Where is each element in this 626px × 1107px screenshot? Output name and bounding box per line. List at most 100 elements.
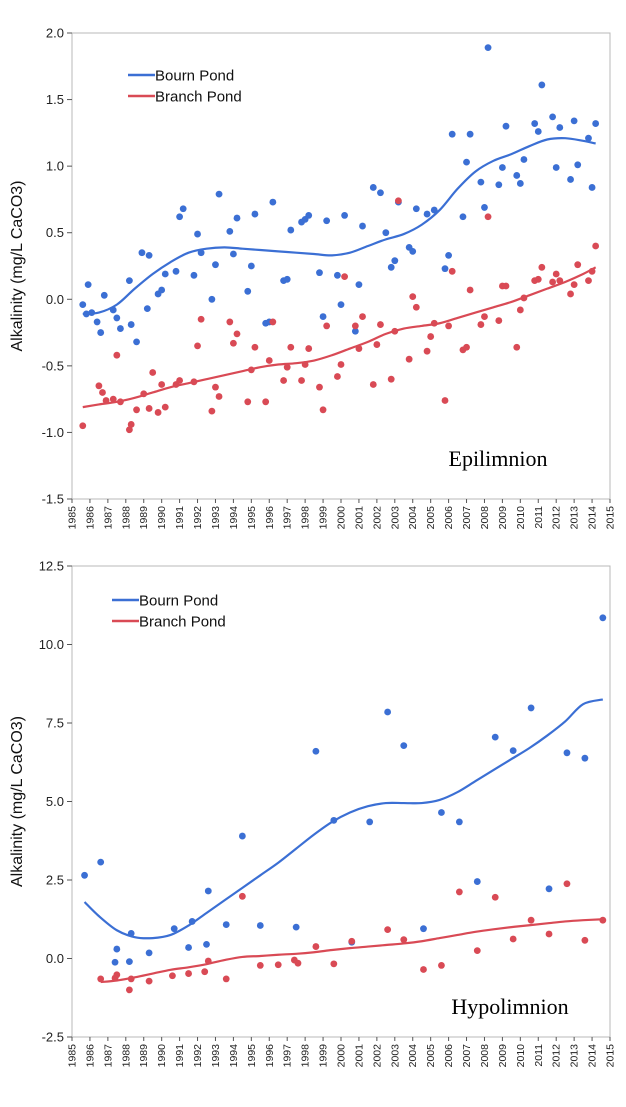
data-point-bourn-pond [287,226,295,234]
data-point-bourn-pond [244,287,252,295]
panel-label: Hypolimnion [451,994,568,1019]
x-tick-label: 1985 [67,1044,79,1068]
data-point-branch-pond [99,389,106,396]
x-tick-label: 2014 [587,1044,599,1068]
data-point-bourn-pond [534,128,542,135]
data-point-branch-pond [280,377,288,384]
data-point-bourn-pond [145,251,153,259]
data-point-branch-pond [538,263,546,271]
data-point-branch-pond [113,971,121,979]
x-tick-label: 2011 [533,1044,545,1067]
data-point-bourn-pond [133,338,140,346]
data-point-bourn-pond [208,295,216,303]
data-point-bourn-pond [97,858,105,866]
data-point-bourn-pond [445,251,452,259]
data-point-bourn-pond [491,733,499,741]
x-tick-label: 1998 [300,1044,312,1068]
trend-line-bourn-pond [83,698,604,940]
y-tick-label: 0.5 [46,225,64,240]
data-point-branch-pond [294,959,302,967]
x-tick-label: 1996 [264,506,276,530]
data-point-bourn-pond [441,265,449,273]
x-tick-label: 1994 [228,1044,240,1068]
data-point-branch-pond [455,888,463,896]
data-point-bourn-pond [400,742,408,750]
data-point-bourn-pond [113,945,121,953]
legend-label-branch-pond: Branch Pond [139,614,226,631]
data-point-bourn-pond [409,247,417,255]
x-tick-label: 2013 [569,1044,581,1068]
legend-label-branch-pond: Branch Pond [155,89,242,106]
y-tick-label: 7.5 [46,716,64,731]
x-tick-label: 1991 [174,506,186,530]
data-point-bourn-pond [495,181,503,189]
data-point-bourn-pond [212,261,219,269]
data-point-bourn-pond [563,749,571,757]
data-point-branch-pond [477,321,485,328]
x-tick-label: 2011 [533,506,545,529]
data-point-branch-pond [312,943,320,950]
data-point-bourn-pond [84,281,92,289]
data-point-branch-pond [516,306,524,314]
data-point-branch-pond [423,347,431,355]
data-point-bourn-pond [391,257,399,265]
data-point-bourn-pond [423,210,431,218]
data-point-branch-pond [574,261,582,269]
data-point-bourn-pond [127,321,135,328]
x-tick-label: 1988 [120,1044,132,1068]
x-tick-label: 1985 [67,506,79,530]
data-point-bourn-pond [477,178,485,186]
data-point-bourn-pond [190,271,198,279]
data-point-bourn-pond [387,263,395,271]
x-tick-label: 1993 [210,506,222,530]
data-point-bourn-pond [448,130,456,138]
data-point-bourn-pond [81,871,88,879]
x-tick-label: 2014 [587,506,599,530]
data-point-branch-pond [197,315,205,323]
data-point-bourn-pond [251,210,259,218]
data-point-bourn-pond [226,227,234,235]
data-point-branch-pond [409,293,417,301]
x-tick-label: 1989 [138,1044,150,1068]
data-point-bourn-pond [473,878,481,885]
x-tick-label: 1992 [192,506,204,530]
y-tick-label: 0.0 [46,951,64,966]
x-tick-label: 1999 [318,506,330,530]
data-point-branch-pond [298,377,305,384]
data-point-bourn-pond [138,249,146,257]
data-point-branch-pond [373,341,381,348]
x-tick-label: 2000 [336,1044,348,1068]
data-point-branch-pond [567,290,574,298]
x-tick-label: 1991 [174,1044,186,1068]
data-point-branch-pond [316,383,323,391]
y-tick-label: -2.5 [42,1030,64,1045]
data-point-branch-pond [222,975,230,983]
data-point-bourn-pond [430,206,438,214]
data-point-branch-pond [405,355,413,363]
data-point-branch-pond [226,318,234,326]
x-tick-label: 1996 [264,1044,276,1068]
data-point-branch-pond [337,361,345,368]
data-point-bourn-pond [513,172,521,179]
data-point-bourn-pond [185,944,192,951]
data-point-bourn-pond [230,250,237,258]
data-point-branch-pond [330,960,338,968]
data-point-bourn-pond [93,318,101,326]
x-tick-label: 2015 [605,1044,617,1068]
data-point-bourn-pond [179,205,187,213]
data-point-bourn-pond [499,164,506,171]
data-point-bourn-pond [466,130,474,138]
data-point-bourn-pond [549,113,557,121]
data-point-bourn-pond [412,205,420,213]
x-tick-label: 1987 [102,506,114,530]
x-tick-label: 2005 [425,1044,437,1068]
y-tick-label: 5.0 [46,794,64,809]
x-tick-label: 2009 [497,506,509,530]
x-tick-label: 1990 [156,1044,168,1068]
data-point-bourn-pond [125,277,133,285]
data-point-bourn-pond [161,270,169,278]
data-point-bourn-pond [222,921,230,928]
data-point-branch-pond [509,935,517,943]
data-point-branch-pond [438,962,445,969]
y-tick-label: 12.5 [39,559,64,574]
